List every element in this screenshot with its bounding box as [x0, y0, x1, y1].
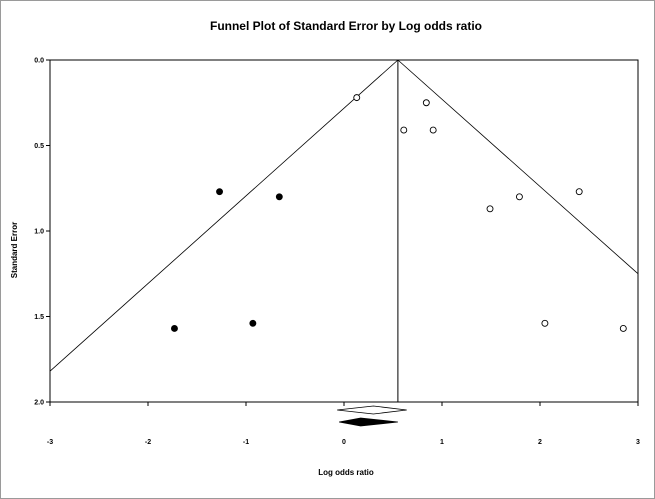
x-tick-label: -2: [145, 439, 151, 446]
summary-diamond-filled: [339, 417, 398, 427]
x-tick-label: -3: [47, 439, 53, 446]
x-tick-label: -1: [243, 439, 249, 446]
x-tick-label: 1: [440, 439, 444, 446]
funnel-right-line: [397, 59, 639, 275]
open-data-point: [353, 94, 361, 102]
y-tick-label: 0.0: [34, 58, 44, 65]
y-tick-label: 1.0: [34, 229, 44, 236]
x-tick-label: 0: [342, 439, 346, 446]
chart-title: Funnel Plot of Standard Error by Log odd…: [210, 19, 482, 33]
open-data-point: [486, 205, 494, 213]
y-tick-label: 0.5: [34, 143, 44, 150]
open-data-point: [429, 126, 437, 134]
open-data-point: [400, 126, 408, 134]
open-data-point: [619, 325, 627, 332]
plot-area: [49, 59, 639, 403]
filled-data-point: [275, 193, 283, 201]
x-axis-title: Log odds ratio: [318, 468, 374, 477]
y-tick-label: 1.5: [34, 314, 44, 321]
open-data-point: [422, 99, 430, 107]
x-tick-label: 3: [636, 439, 640, 446]
open-data-point: [515, 193, 523, 201]
summary-diamond-open: [337, 405, 407, 415]
x-tick-label: 2: [538, 439, 542, 446]
open-data-point: [575, 188, 583, 196]
open-data-point: [541, 319, 549, 327]
y-tick-label: 2.0: [34, 400, 44, 407]
y-axis-title: Standard Error: [10, 222, 19, 278]
filled-data-point: [171, 325, 178, 332]
filled-data-point: [249, 319, 257, 327]
filled-data-point: [216, 188, 223, 196]
funnel-left-line: [49, 59, 399, 372]
